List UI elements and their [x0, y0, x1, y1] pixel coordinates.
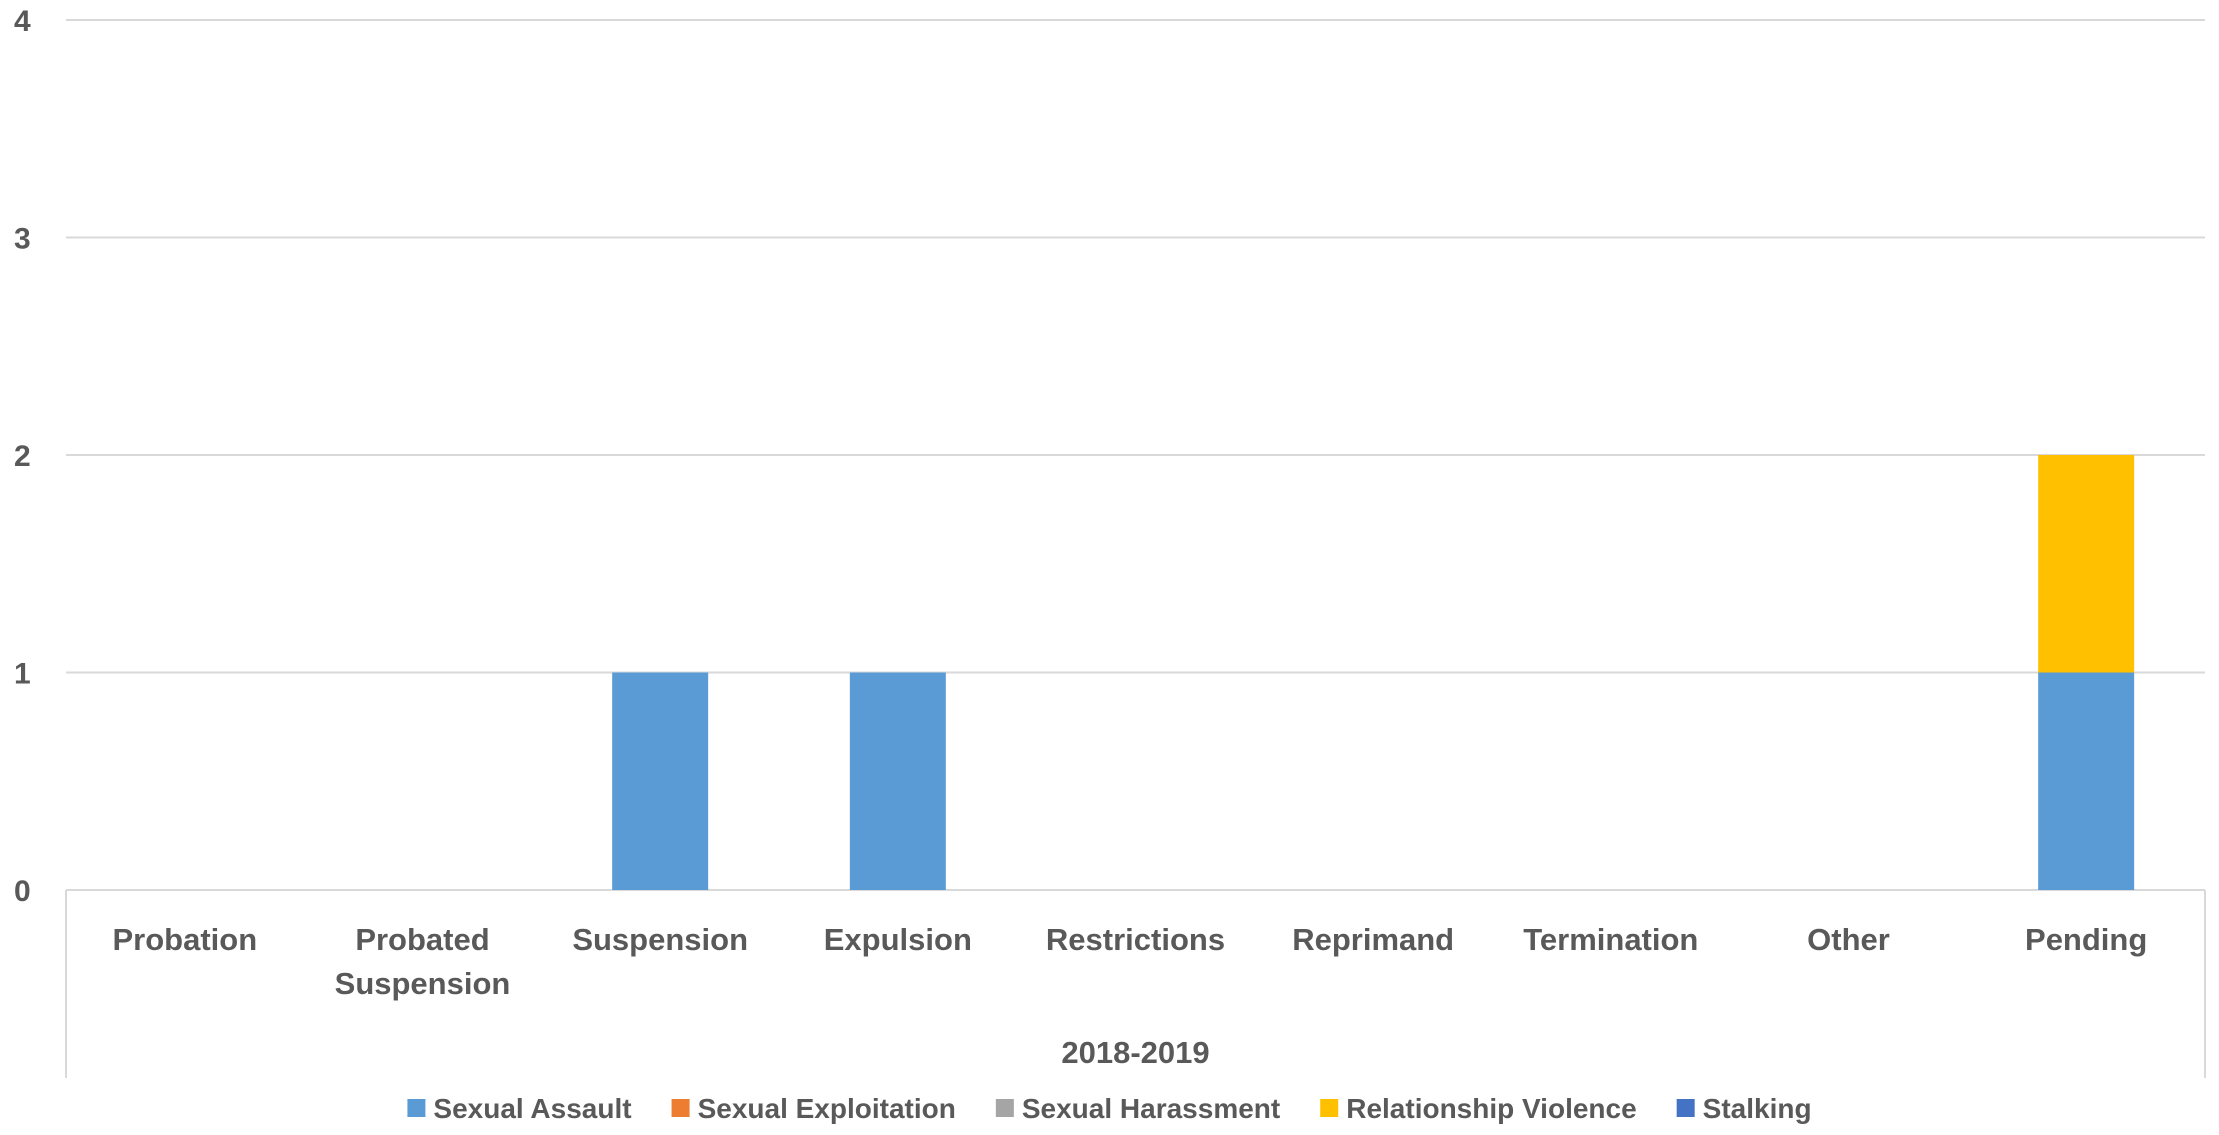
- bar-segment: [2038, 455, 2135, 673]
- x-category-label: Other: [1807, 922, 1890, 957]
- x-category-label: Termination: [1523, 922, 1698, 957]
- legend-label: Sexual Harassment: [1022, 1093, 1280, 1124]
- y-tick-label: 3: [14, 223, 31, 256]
- x-category-label: Probation: [112, 922, 257, 957]
- category-axis-frame: [65, 889, 2206, 1078]
- legend-item: Relationship Violence: [1320, 1093, 1637, 1124]
- legend-swatch: [1676, 1099, 1695, 1117]
- y-tick-label: 1: [14, 658, 31, 691]
- legend-item: Stalking: [1676, 1093, 1812, 1124]
- legend-item: Sexual Exploitation: [671, 1093, 956, 1124]
- legend-item: Sexual Assault: [407, 1093, 632, 1124]
- legend-swatch: [995, 1099, 1014, 1117]
- y-axis-ticks: 0 1 2 3 4: [14, 5, 31, 908]
- legend-swatch: [671, 1099, 690, 1117]
- bar-segment: [2038, 672, 2135, 890]
- legend-item: Sexual Harassment: [995, 1093, 1280, 1124]
- x-category-label: Restrictions: [1046, 922, 1225, 957]
- legend-label: Sexual Exploitation: [698, 1093, 956, 1124]
- x-category-label: Pending: [2025, 922, 2147, 957]
- legend-label: Relationship Violence: [1346, 1093, 1636, 1124]
- x-category-label: Suspension: [572, 922, 748, 957]
- x-category-label: Suspension: [335, 966, 511, 1001]
- bars: [612, 455, 2135, 890]
- category-group-label: 2018-2019: [1061, 1035, 1209, 1070]
- bar-segment: [849, 672, 946, 890]
- gridlines: [66, 19, 2205, 674]
- y-tick-label: 2: [14, 440, 31, 473]
- legend-swatch: [407, 1099, 426, 1117]
- legend-label: Stalking: [1703, 1093, 1812, 1124]
- legend-label: Sexual Assault: [433, 1093, 631, 1124]
- x-axis-category-labels: Probation Probated Suspension Suspension Exp…: [112, 922, 2147, 1001]
- legend-swatch: [1320, 1099, 1339, 1117]
- bar-segment: [612, 672, 709, 890]
- x-category-label: Expulsion: [824, 922, 972, 957]
- y-tick-label: 4: [14, 5, 31, 38]
- legend: Sexual Assault Sexual Exploitation Sexual …: [407, 1093, 1812, 1124]
- y-tick-label: 0: [14, 875, 31, 908]
- x-category-label: Reprimand: [1292, 922, 1454, 957]
- x-category-label: Probated: [355, 922, 489, 957]
